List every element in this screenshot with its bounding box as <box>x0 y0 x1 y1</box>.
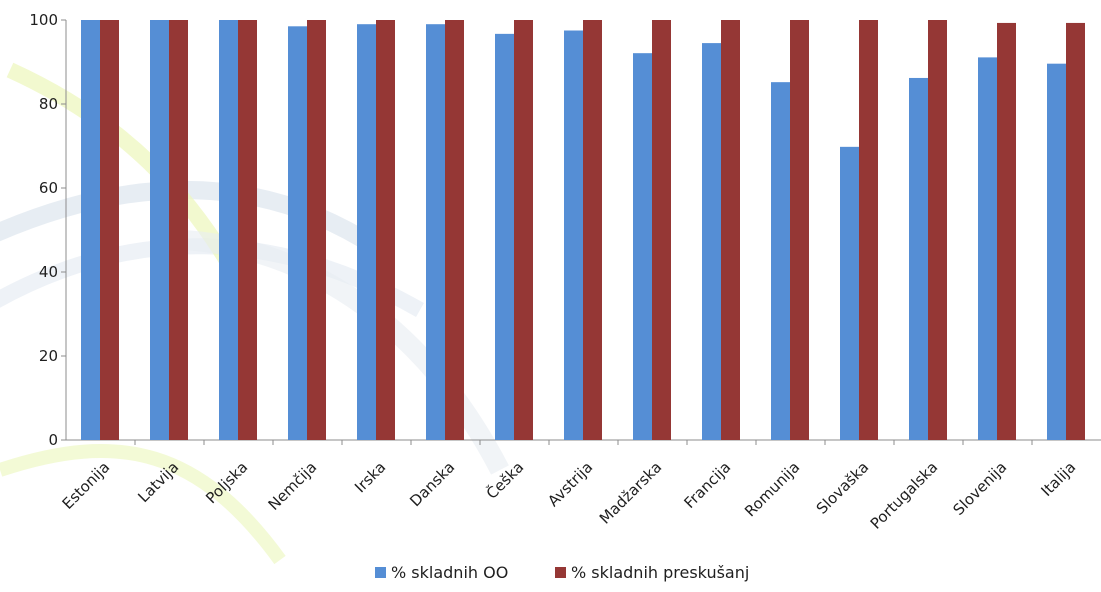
bar-skladnih-oo <box>771 82 790 440</box>
bar-skladnih-oo <box>978 57 997 440</box>
x-tick-label: Irska <box>351 458 389 496</box>
bar-skladnih-oo <box>1047 63 1066 441</box>
bar-skladnih-preskusanj <box>583 20 602 440</box>
y-tick-labels: 0 20 40 60 80 100 <box>29 11 58 449</box>
bar-skladnih-preskusanj <box>1066 22 1085 440</box>
x-tick-label: Avstrija <box>544 458 596 510</box>
x-tick-label: Francija <box>680 458 734 512</box>
bar-skladnih-preskusanj <box>238 20 257 440</box>
bars <box>81 20 1085 441</box>
y-tick-label: 60 <box>39 179 58 197</box>
x-tick-label: Nemčija <box>265 458 321 514</box>
bar-skladnih-oo <box>150 20 169 440</box>
bar-skladnih-preskusanj <box>721 20 740 440</box>
y-tick-label: 0 <box>48 431 58 449</box>
x-tick-label: Slovaška <box>813 458 873 518</box>
bar-skladnih-oo <box>81 20 100 440</box>
x-tick-label: Slovenija <box>950 458 1011 519</box>
bar-skladnih-oo <box>909 77 928 441</box>
x-tick-labels: Estonija Latvija Poljska Nemčija Irska Danska… <box>59 457 1080 532</box>
y-tick-label: 80 <box>39 95 58 113</box>
x-tick-label: Portugalska <box>867 458 942 533</box>
bar-skladnih-preskusanj <box>859 20 878 440</box>
bar-skladnih-oo <box>702 43 721 440</box>
bar-skladnih-preskusanj <box>376 20 395 440</box>
bar-skladnih-preskusanj <box>307 20 326 440</box>
x-tick-label: Danska <box>406 458 458 510</box>
legend-item-skladnih-preskusanj-label: % skladnih preskušanj <box>571 563 749 582</box>
y-tick-label: 20 <box>39 347 58 365</box>
bar-skladnih-preskusanj <box>169 20 188 440</box>
bar-skladnih-preskusanj <box>790 20 809 440</box>
x-tick-label: Estonija <box>59 458 114 513</box>
legend-item-skladnih-oo-swatch <box>375 567 386 578</box>
x-tick-label: Romunija <box>741 458 803 520</box>
bar-skladnih-oo <box>633 53 652 441</box>
bar-skladnih-preskusanj <box>445 20 464 440</box>
bar-skladnih-preskusanj <box>514 20 533 440</box>
bar-skladnih-oo <box>219 20 238 440</box>
legend-item-skladnih-preskusanj-swatch <box>555 567 566 578</box>
bar-skladnih-oo <box>288 26 307 441</box>
legend-item-skladnih-oo-label: % skladnih OO <box>391 563 508 582</box>
bar-skladnih-oo <box>426 24 445 440</box>
legend: % skladnih OO % skladnih preskušanj <box>375 563 749 582</box>
bar-skladnih-oo <box>357 24 376 440</box>
x-tick-label: Italija <box>1037 458 1079 500</box>
bar-skladnih-preskusanj <box>100 20 119 440</box>
bar-skladnih-oo <box>495 33 514 441</box>
bar-skladnih-oo <box>840 146 859 440</box>
y-tick-label: 40 <box>39 263 58 281</box>
bar-skladnih-oo <box>564 30 583 440</box>
bar-skladnih-preskusanj <box>997 22 1016 440</box>
x-tick-label: Madžarska <box>596 458 666 528</box>
bar-skladnih-preskusanj <box>928 20 947 440</box>
y-tick-label: 100 <box>29 11 58 29</box>
bar-skladnih-preskusanj <box>652 20 671 440</box>
